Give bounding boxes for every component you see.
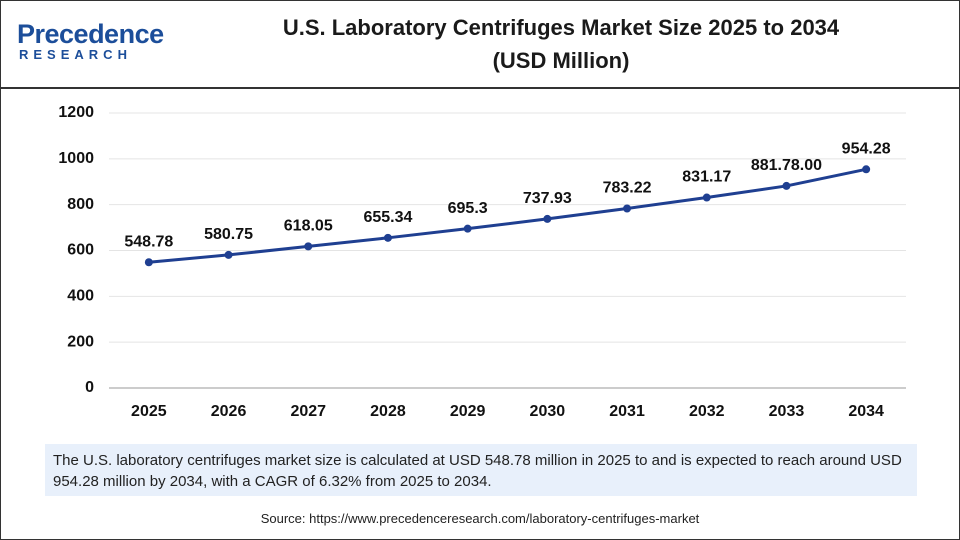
point [543,214,552,223]
y-tick-label: 1200 [58,104,94,121]
x-tick-label: 2027 [290,403,326,420]
logo-name: Precedence [17,19,164,49]
y-tick-label: 600 [67,242,94,259]
point [623,204,632,213]
header: Precedence RESEARCH U.S. Laboratory Cent… [1,1,959,89]
source: Source: https://www.precedenceresearch.c… [260,511,700,526]
point [862,165,871,174]
data-label: 548.78 [124,233,173,250]
point [702,193,711,202]
y-tick-label: 400 [67,288,94,305]
logo-tagline: RESEARCH [19,47,132,62]
data-label: 618.05 [284,218,333,235]
x-tick-label: 2033 [769,403,805,420]
data-label: 954.28 [842,141,891,158]
point [463,224,472,233]
description: The U.S. laboratory centrifuges market s… [45,444,917,496]
chart-title-block: U.S. Laboratory Centrifuges Market Size … [201,11,921,77]
data-label: 881.78.00 [751,157,822,174]
point [782,181,791,190]
x-tick-label: 2030 [530,403,566,420]
data-label: 695.3 [448,200,488,217]
chart-title: U.S. Laboratory Centrifuges Market Size … [282,15,840,40]
point [224,250,233,259]
y-tick-label: 800 [67,196,94,213]
chart-subtitle: (USD Million) [492,48,630,73]
point [144,258,153,267]
x-tick-label: 2034 [848,403,884,420]
x-tick-label: 2031 [609,403,645,420]
data-label: 580.75 [204,226,253,243]
point [304,242,313,251]
y-tick-label: 1000 [58,150,94,167]
y-tick-label: 0 [85,379,94,396]
x-tick-label: 2026 [211,403,247,420]
x-tick-label: 2029 [450,403,486,420]
point [383,233,392,242]
data-label: 831.17 [682,169,731,186]
y-tick-label: 200 [67,333,94,350]
data-label: 737.93 [523,190,572,207]
chart: 0 200 400 600 800 1000 1200 2025 2026 2027 2028 202… [58,104,906,420]
data-label: 783.22 [603,180,652,197]
line [148,167,867,264]
x-tick-label: 2028 [370,403,406,420]
x-tick-label: 2032 [689,403,725,420]
x-tick-label: 2025 [131,403,167,420]
data-label: 655.34 [363,209,412,226]
